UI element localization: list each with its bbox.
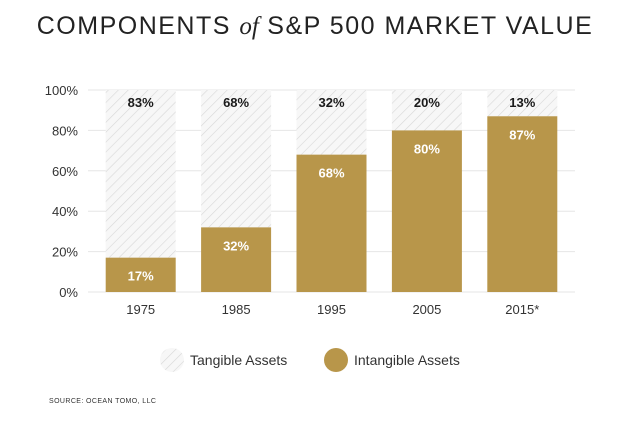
title-connector: of	[239, 13, 259, 40]
legend-swatch-tangible	[160, 348, 184, 372]
legend-label-tangible: Tangible Assets	[190, 352, 287, 368]
legend: Tangible Assets Intangible Assets	[160, 348, 460, 372]
legend-swatch-intangible	[324, 348, 348, 372]
tangible-value-label: 68%	[223, 95, 249, 110]
y-tick-label: 80%	[52, 123, 78, 138]
bars: 83% 17% 68% 32% 32% 68% 20% 80% 13% 87%	[105, 90, 558, 292]
x-tick-label: 1985	[222, 302, 251, 317]
chart-title: COMPONENTS of S&P 500 MARKET VALUE	[0, 12, 630, 41]
y-axis-ticks: 0% 20% 40% 60% 80% 100%	[45, 83, 79, 300]
bar-intangible	[487, 116, 558, 292]
x-axis-ticks: 1975 1985 1995 2005 2015*	[126, 302, 539, 317]
legend-item-tangible: Tangible Assets	[160, 348, 287, 372]
bar-intangible	[391, 130, 462, 292]
bar-tangible	[201, 90, 272, 228]
title-part1: COMPONENTS	[36, 12, 240, 40]
source-note: SOURCE: OCEAN TOMO, LLC	[49, 398, 157, 405]
y-tick-label: 100%	[45, 83, 79, 98]
x-tick-label: 2015*	[505, 302, 539, 317]
x-tick-label: 1975	[126, 302, 155, 317]
title-part2: S&P 500 MARKET VALUE	[258, 12, 594, 40]
x-tick-label: 2005	[412, 302, 441, 317]
bar-intangible	[201, 227, 272, 292]
intangible-value-label: 68%	[318, 166, 344, 181]
y-tick-label: 0%	[59, 285, 78, 300]
y-tick-label: 60%	[52, 164, 78, 179]
intangible-value-label: 80%	[414, 141, 440, 156]
intangible-value-label: 87%	[509, 127, 535, 142]
intangible-value-label: 17%	[128, 269, 154, 284]
bar-intangible	[296, 154, 367, 292]
intangible-value-label: 32%	[223, 238, 249, 253]
tangible-value-label: 20%	[414, 95, 440, 110]
bar-tangible	[296, 90, 367, 155]
x-tick-label: 1995	[317, 302, 346, 317]
legend-label-intangible: Intangible Assets	[354, 352, 460, 368]
tangible-value-label: 83%	[128, 95, 154, 110]
bar-tangible	[391, 90, 462, 131]
y-tick-label: 40%	[52, 204, 78, 219]
bar-tangible	[487, 90, 558, 117]
legend-item-intangible: Intangible Assets	[324, 348, 460, 372]
tangible-value-label: 32%	[318, 95, 344, 110]
bar-tangible	[105, 90, 176, 258]
bar-intangible	[105, 257, 176, 292]
y-tick-label: 20%	[52, 245, 78, 260]
tangible-value-label: 13%	[509, 95, 535, 110]
